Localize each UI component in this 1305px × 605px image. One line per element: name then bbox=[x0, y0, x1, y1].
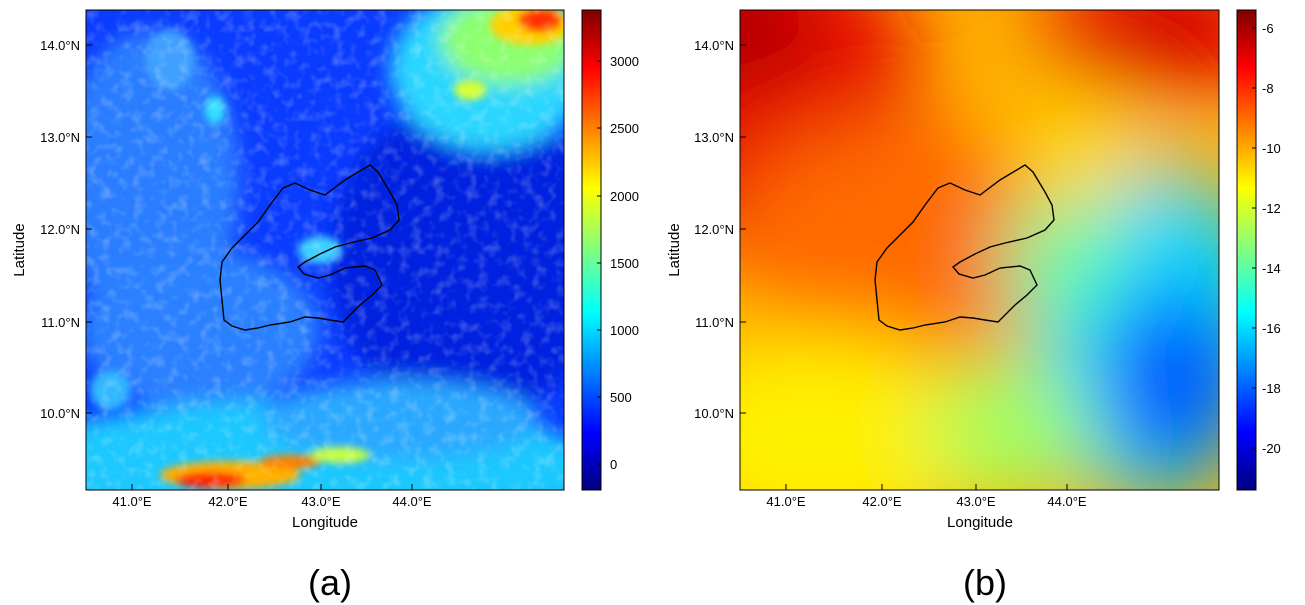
colorbar-tick-label: 1500 bbox=[610, 256, 639, 271]
colorbar-tick-label: -16 bbox=[1262, 321, 1281, 336]
y-ticks-b: 14.0°N 13.0°N 12.0°N 11.0°N 10.0°N bbox=[694, 38, 746, 421]
y-axis-label: Latitude bbox=[11, 223, 28, 276]
y-ticks-a: 14.0°N 13.0°N 12.0°N 11.0°N 10.0°N bbox=[40, 38, 92, 421]
y-tick-label: 11.0°N bbox=[41, 315, 80, 330]
y-tick-label: 13.0°N bbox=[694, 130, 734, 145]
x-tick-label: 42.0°E bbox=[862, 494, 902, 509]
axes-frame bbox=[85, 9, 565, 491]
colorbar-tick-label: -8 bbox=[1262, 81, 1274, 96]
colorbar-ticks-b: -6 -8 -10 -12 -14 -16 -18 -20 bbox=[1252, 21, 1281, 456]
x-axis-label: Longitude bbox=[292, 514, 358, 531]
field-map bbox=[740, 10, 1219, 490]
colorbar-tick-label: -6 bbox=[1262, 21, 1274, 36]
colorbar-ticks-a: 3000 2500 2000 1500 1000 500 0 bbox=[597, 54, 639, 472]
y-tick-label: 12.0°N bbox=[694, 222, 734, 237]
y-axis-label: Latitude bbox=[666, 223, 683, 276]
country-border bbox=[219, 164, 400, 331]
x-tick-label: 43.0°E bbox=[956, 494, 996, 509]
x-tick-label: 42.0°E bbox=[208, 494, 248, 509]
axes-frame bbox=[739, 9, 1220, 491]
colorbar bbox=[1237, 10, 1256, 490]
colorbar-tick-label: 3000 bbox=[610, 54, 639, 69]
colorbar-tick-label: -20 bbox=[1262, 441, 1281, 456]
x-axis-label: Longitude bbox=[947, 514, 1013, 531]
colorbar-tick-label: 2500 bbox=[610, 121, 639, 136]
y-tick-label: 14.0°N bbox=[40, 38, 80, 53]
panel-label-b: (b) bbox=[963, 562, 1007, 603]
y-tick-label: 10.0°N bbox=[694, 406, 734, 421]
colorbar-tick-label: -14 bbox=[1262, 261, 1281, 276]
y-tick-label: 14.0°N bbox=[694, 38, 734, 53]
x-tick-label: 41.0°E bbox=[112, 494, 152, 509]
colorbar bbox=[582, 10, 601, 490]
x-tick-label: 44.0°E bbox=[1047, 494, 1087, 509]
colorbar-tick-label: -18 bbox=[1262, 381, 1281, 396]
panel-b: 41.0°E 42.0°E 43.0°E 44.0°E 14.0°N 13.0°… bbox=[666, 9, 1281, 603]
y-tick-label: 10.0°N bbox=[40, 406, 80, 421]
x-tick-label: 43.0°E bbox=[301, 494, 341, 509]
y-tick-label: 12.0°N bbox=[40, 222, 80, 237]
colorbar-tick-label: 2000 bbox=[610, 189, 639, 204]
x-ticks-b: 41.0°E 42.0°E 43.0°E 44.0°E bbox=[766, 484, 1087, 509]
x-tick-label: 41.0°E bbox=[766, 494, 806, 509]
elevation-map bbox=[86, 10, 564, 490]
panel-a: 41.0°E 42.0°E 43.0°E 44.0°E 14.0°N 13.0°… bbox=[11, 9, 639, 603]
colorbar-tick-label: 500 bbox=[610, 390, 632, 405]
x-ticks-a: 41.0°E 42.0°E 43.0°E 44.0°E bbox=[112, 484, 432, 509]
country-border bbox=[874, 164, 1055, 331]
colorbar-tick-label: 1000 bbox=[610, 323, 639, 338]
x-tick-label: 44.0°E bbox=[392, 494, 432, 509]
panel-label-a: (a) bbox=[308, 562, 352, 603]
y-tick-label: 13.0°N bbox=[40, 130, 80, 145]
colorbar-tick-label: -10 bbox=[1262, 141, 1281, 156]
colorbar-tick-label: -12 bbox=[1262, 201, 1281, 216]
colorbar-tick-label: 0 bbox=[610, 457, 617, 472]
y-tick-label: 11.0°N bbox=[695, 315, 734, 330]
